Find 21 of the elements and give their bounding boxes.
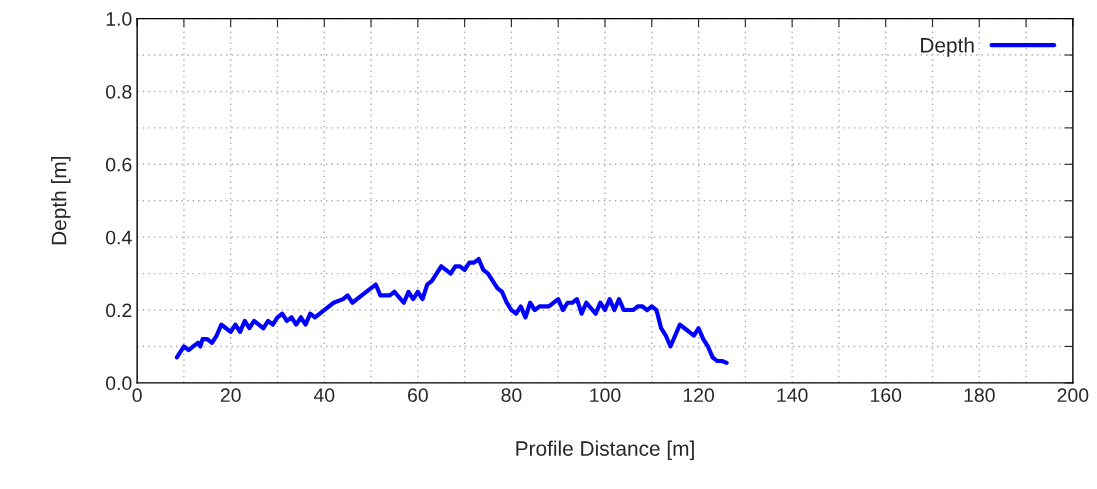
- x-tick-label: 20: [220, 388, 241, 403]
- x-tick-label: 80: [501, 388, 522, 403]
- y-axis-title: Depth [m]: [51, 157, 71, 245]
- y-tick-label: 1.0: [106, 12, 132, 26]
- y-tick-label: 0.6: [106, 157, 132, 172]
- x-tick-label: 40: [313, 388, 335, 403]
- x-tick-label: 180: [964, 388, 995, 403]
- x-tick-label: 160: [870, 388, 902, 403]
- x-tick-label: 0: [132, 388, 142, 403]
- y-tick-label: 0.0: [106, 376, 132, 391]
- x-tick-label: 100: [590, 388, 621, 403]
- y-tick-label: 0.8: [106, 84, 132, 99]
- line-series: [174, 256, 729, 365]
- x-tick-label: 120: [683, 388, 715, 403]
- y-tick-label: 0.4: [106, 230, 132, 245]
- x-axis-title: Profile Distance [m]: [516, 440, 694, 461]
- y-tick-label: 0.2: [106, 303, 132, 318]
- x-tick-label: 60: [408, 388, 428, 403]
- legend-label: Depth: [921, 37, 974, 57]
- x-tick-label: 200: [1057, 388, 1089, 403]
- x-tick-label: 140: [777, 388, 808, 403]
